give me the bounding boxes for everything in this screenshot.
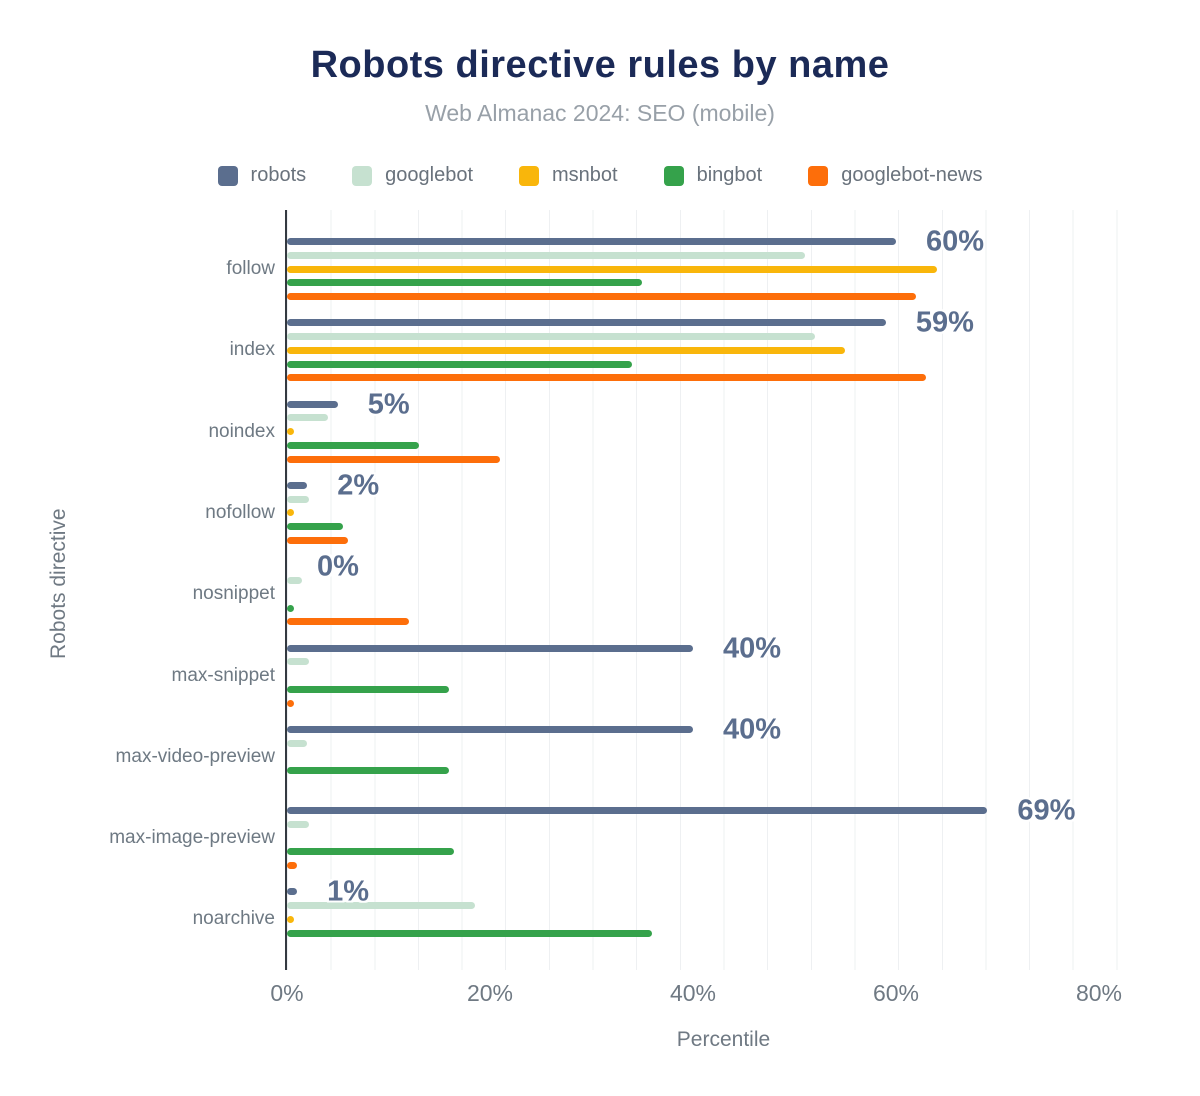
bar-msnbot-noarchive <box>287 915 294 923</box>
data-label-max-video-preview: 40% <box>723 713 782 746</box>
bar-googlebot-news-nofollow <box>287 537 348 545</box>
category-label: max-video-preview <box>115 745 275 767</box>
bar-googlebot-noarchive <box>287 902 475 910</box>
bar-group-follow: follow 60% <box>226 226 1160 319</box>
bar-bingbot-noindex <box>287 441 419 449</box>
bar-msnbot-index <box>287 346 846 354</box>
bar-bingbot-max-snippet <box>287 685 450 693</box>
bar-googlebot-max-snippet <box>287 658 310 666</box>
bar-bingbot-noarchive <box>287 929 653 937</box>
legend-swatch-icon <box>217 165 238 186</box>
legend-swatch-icon <box>808 165 829 186</box>
bar-googlebot-noindex <box>287 414 328 422</box>
category-label: index <box>229 339 275 361</box>
bar-robots-max-video-preview <box>287 725 693 733</box>
legend-item-googlebot-news[interactable]: googlebot-news <box>808 164 982 187</box>
x-tick-label-20: 20% <box>466 980 514 1006</box>
category-label: follow <box>226 258 275 279</box>
data-label-follow: 60% <box>926 225 985 258</box>
bar-msnbot-nofollow <box>287 509 294 517</box>
bar-robots-max-image-preview <box>287 807 988 815</box>
x-axis-ticks: 0% 20% 40% 60% 80% <box>270 980 1160 1010</box>
bar-group-max-snippet: max-snippet 40% <box>172 632 1160 726</box>
data-label-max-snippet: 40% <box>723 632 782 664</box>
data-label-max-image-preview: 69% <box>1017 794 1076 827</box>
bar-googlebot-follow <box>287 251 805 259</box>
bar-googlebot-news-index <box>287 374 927 382</box>
bar-robots-follow <box>287 238 896 245</box>
chart-title: Robots directive rules by name <box>310 44 890 86</box>
category-label: max-image-preview <box>109 827 275 849</box>
bar-bingbot-nosnippet <box>287 604 294 612</box>
bar-bingbot-index <box>287 360 633 368</box>
bar-robots-noarchive <box>287 888 298 896</box>
legend-swatch-icon <box>352 165 373 186</box>
category-label: max-snippet <box>171 664 276 686</box>
bar-group-max-video-preview: max-video-preview 40% <box>116 713 1160 807</box>
legend-label: googlebot <box>385 164 474 186</box>
legend-item-googlebot[interactable]: googlebot <box>352 164 473 187</box>
data-label-noarchive: 1% <box>327 875 370 908</box>
data-label-nosnippet: 0% <box>317 550 359 583</box>
chart-subtitle: Web Almanac 2024: SEO (mobile) <box>425 100 775 126</box>
bar-group-nosnippet: nosnippet 0% <box>193 551 1160 644</box>
legend-label: msnbot <box>552 164 618 186</box>
category-label: noindex <box>208 420 275 442</box>
bar-googlebot-news-noindex <box>287 455 501 463</box>
x-tick-label-0: 0% <box>270 980 304 1006</box>
bar-googlebot-max-video-preview <box>287 739 308 747</box>
bar-googlebot-news-nosnippet <box>287 618 409 626</box>
legend-label: googlebot-news <box>841 164 983 186</box>
x-tick-label-40: 40% <box>669 980 717 1006</box>
category-label: noarchive <box>192 908 275 930</box>
legend: robots googlebot msnbot bingbot googlebot-ne… <box>0 164 1200 187</box>
category-label: nofollow <box>205 501 275 523</box>
data-label-nofollow: 2% <box>337 469 380 502</box>
bar-group-index: index 59% <box>230 307 1160 400</box>
bar-msnbot-follow <box>287 265 937 273</box>
bar-robots-index <box>287 319 886 327</box>
bar-msnbot-noindex <box>287 428 294 436</box>
legend-label: bingbot <box>696 164 763 186</box>
bar-googlebot-nofollow <box>287 495 310 503</box>
category-label: nosnippet <box>192 583 275 605</box>
legend-item-robots[interactable]: robots <box>217 164 307 187</box>
y-axis-line <box>285 210 287 970</box>
y-axis-title: Robots directive <box>47 508 70 660</box>
bar-robots-max-snippet <box>287 644 693 652</box>
bar-bingbot-follow <box>287 279 643 287</box>
bar-robots-nofollow <box>287 481 308 489</box>
legend-label: robots <box>250 164 307 186</box>
plot-area: follow 60% index 59% noindex 5% nofollow 2% nosn… <box>109 226 1160 970</box>
legend-swatch-icon <box>519 165 540 186</box>
bar-googlebot-news-max-snippet <box>287 699 294 707</box>
x-tick-label-60: 60% <box>872 980 920 1006</box>
x-axis-title: Percentile <box>676 1028 771 1051</box>
bar-robots-noindex <box>287 400 338 408</box>
legend-item-msnbot[interactable]: msnbot <box>519 164 618 187</box>
bar-bingbot-max-image-preview <box>287 848 455 856</box>
bar-googlebot-max-image-preview <box>287 820 310 828</box>
bar-googlebot-news-follow <box>287 293 917 301</box>
legend-swatch-icon <box>663 165 684 186</box>
bar-group-noindex: noindex 5% <box>208 388 1160 482</box>
data-label-noindex: 5% <box>367 388 410 421</box>
bar-googlebot-news-max-image-preview <box>287 862 298 870</box>
bar-googlebot-nosnippet <box>287 576 303 584</box>
bar-group-max-image-preview: max-image-preview 69% <box>109 795 1160 888</box>
data-label-index: 59% <box>915 306 974 339</box>
bar-bingbot-nofollow <box>287 523 343 531</box>
bar-group-noarchive: noarchive 1% <box>193 876 1160 969</box>
bar-group-nofollow: nofollow 2% <box>205 469 1160 563</box>
bar-googlebot-index <box>287 333 815 341</box>
x-tick-label-80: 80% <box>1075 980 1123 1006</box>
bar-bingbot-max-video-preview <box>287 767 450 775</box>
legend-item-bingbot[interactable]: bingbot <box>663 164 763 187</box>
